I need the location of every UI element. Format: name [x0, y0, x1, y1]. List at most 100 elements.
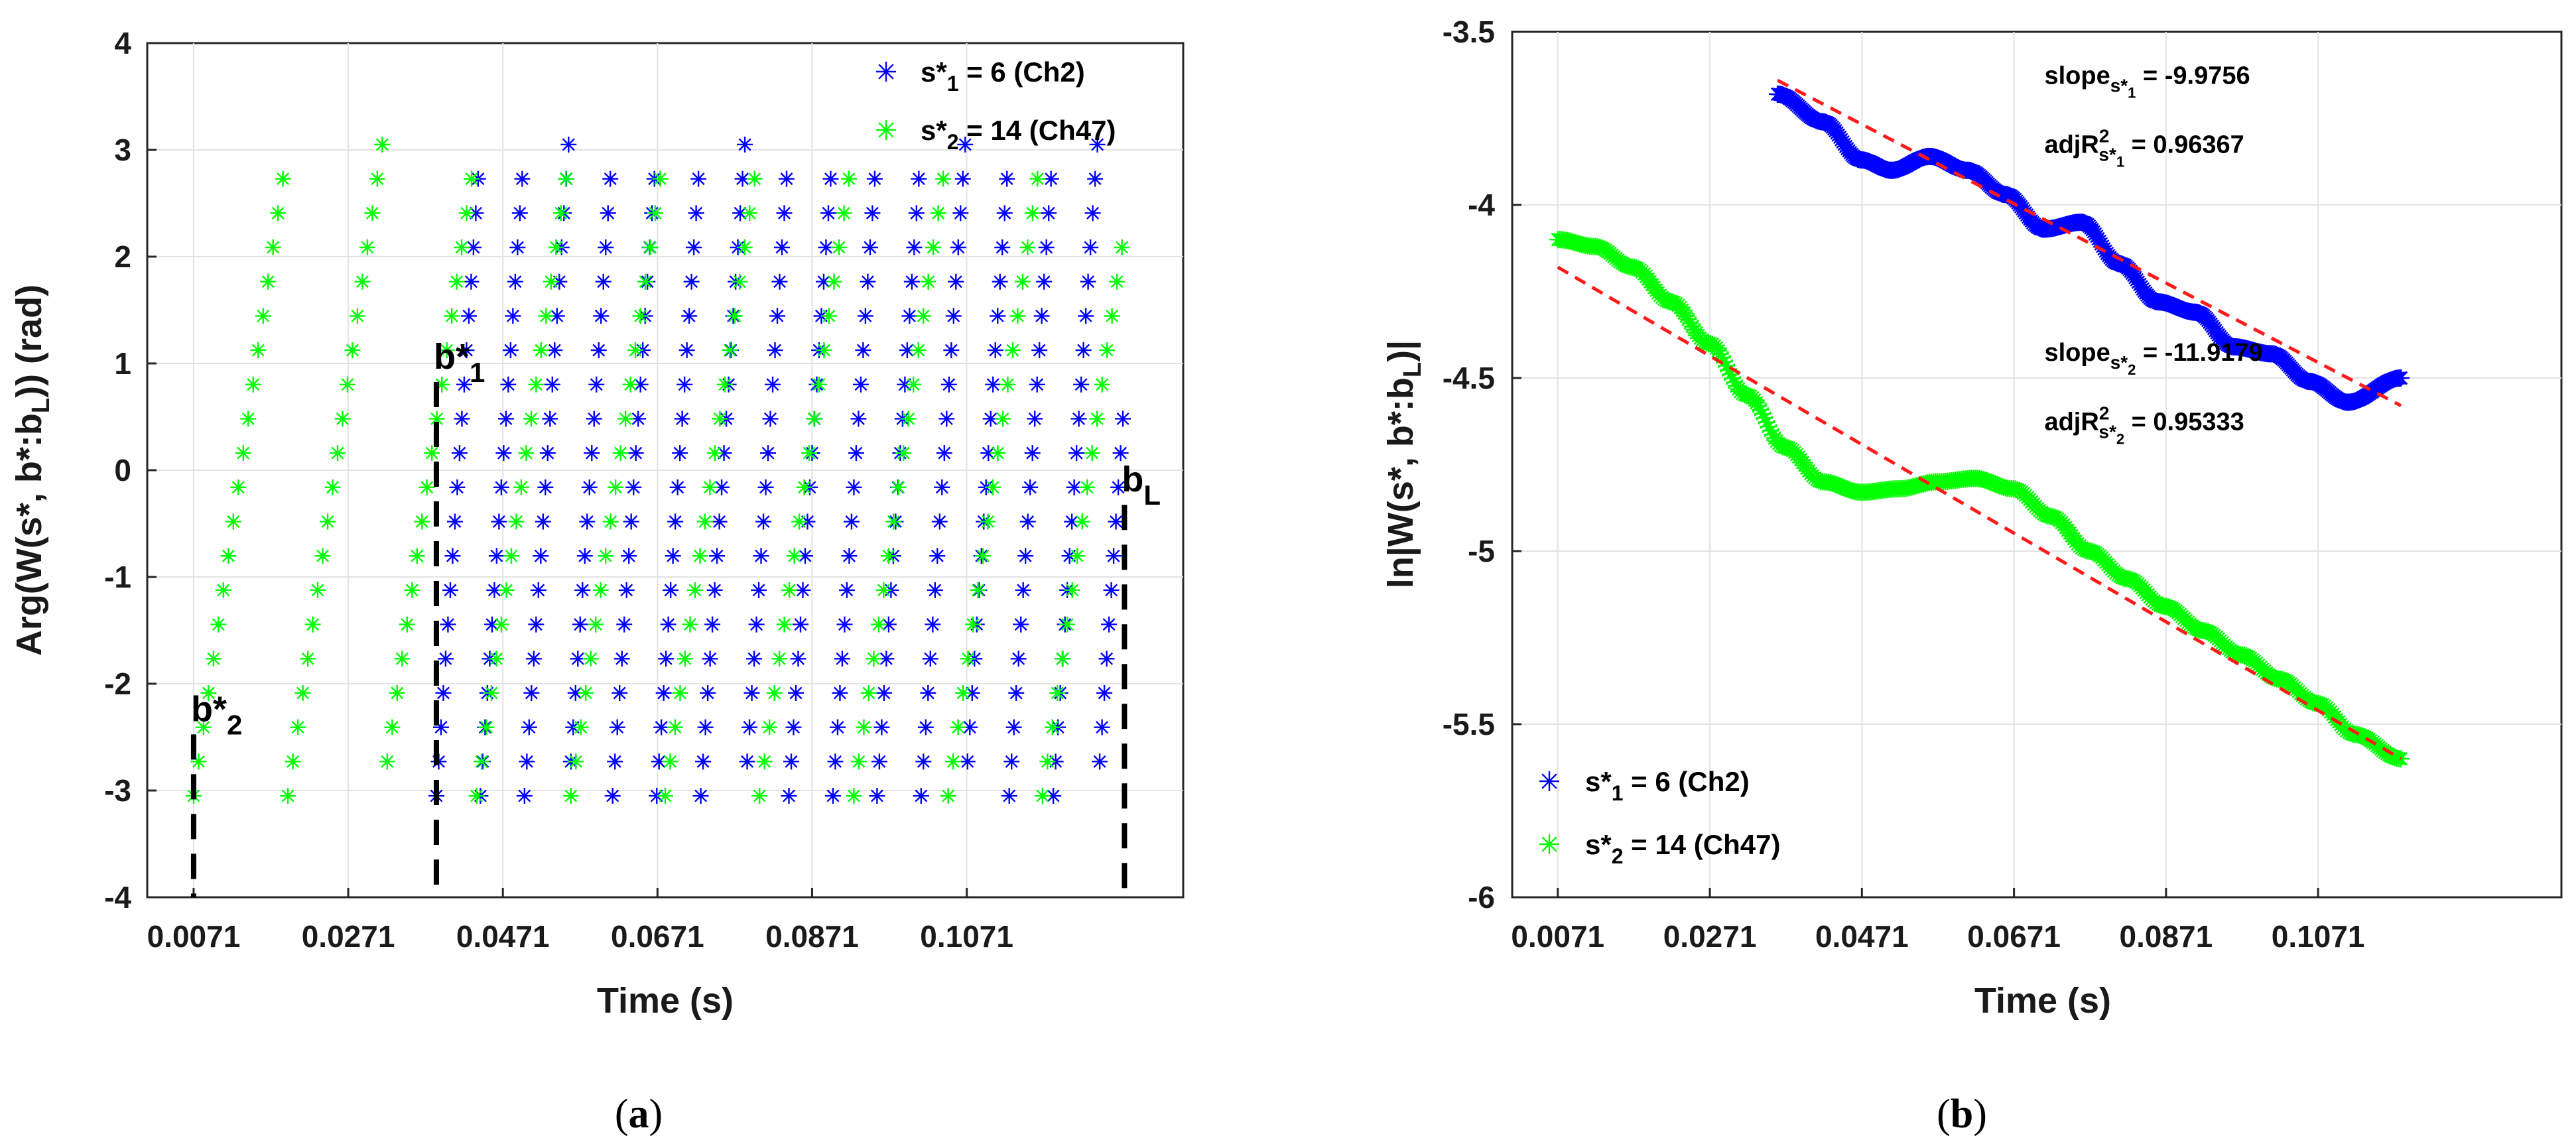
data-point — [737, 136, 753, 153]
data-point — [751, 582, 767, 598]
data-point — [493, 479, 509, 495]
data-point — [570, 651, 586, 667]
data-point — [500, 376, 517, 393]
data-point — [864, 205, 881, 221]
y-label-b-sub: L — [1399, 362, 1427, 377]
data-point — [389, 684, 405, 701]
data-point — [910, 342, 927, 359]
data-point — [560, 136, 577, 153]
data-point — [1038, 239, 1055, 256]
data-point — [503, 548, 519, 564]
series-1-curve — [1769, 85, 2410, 411]
y-label-a-tail: )) (rad) — [9, 284, 49, 398]
data-point — [581, 479, 598, 495]
data-point — [940, 376, 957, 393]
legend-marker — [876, 62, 896, 82]
data-point — [495, 445, 512, 462]
data-point — [913, 788, 929, 804]
data-point — [1092, 753, 1108, 770]
caption-b-letter: b — [1951, 1092, 1973, 1137]
data-point — [593, 308, 610, 324]
data-point — [270, 205, 287, 221]
data-point — [905, 376, 922, 393]
data-point — [791, 513, 808, 530]
data-point — [692, 548, 708, 564]
data-point — [1078, 308, 1094, 324]
data-point — [999, 170, 1015, 187]
data-point — [523, 411, 539, 427]
data-point — [880, 548, 897, 564]
data-point — [712, 411, 728, 427]
data-point — [925, 239, 942, 256]
data-point — [505, 308, 521, 324]
data-point — [613, 651, 630, 667]
caption-b: (b) — [1937, 1092, 1987, 1137]
data-point — [497, 411, 514, 427]
y-tick-label: -4 — [104, 880, 131, 915]
data-point — [682, 616, 698, 633]
data-point — [339, 376, 355, 393]
data-point — [751, 788, 768, 804]
data-point — [911, 170, 927, 187]
data-point — [706, 445, 723, 462]
data-point — [1064, 582, 1080, 598]
data-point — [890, 479, 907, 495]
data-point — [588, 376, 605, 393]
data-point — [428, 411, 445, 427]
data-point — [530, 582, 547, 598]
data-point — [870, 616, 887, 633]
data-point — [818, 239, 834, 256]
data-point — [1005, 719, 1022, 735]
data-point — [980, 445, 997, 462]
data-point — [908, 205, 925, 221]
data-point — [516, 788, 533, 804]
data-point — [692, 788, 709, 804]
data-point — [686, 239, 702, 256]
data-point — [816, 342, 832, 359]
data-point — [454, 239, 470, 256]
x-tick-label: 0.0071 — [1511, 919, 1604, 954]
data-point — [1714, 349, 1731, 367]
legend-entry: s*1 = 6 (Ch2) — [921, 56, 1085, 95]
data-point — [1010, 651, 1027, 667]
y-tick-label: -6 — [1468, 880, 1495, 915]
data-point — [1029, 376, 1045, 393]
data-point — [786, 548, 803, 564]
data-point — [602, 513, 619, 530]
data-point — [511, 205, 528, 221]
data-point — [590, 342, 607, 359]
data-point — [1760, 418, 1777, 436]
data-point — [797, 548, 813, 564]
data-point — [245, 376, 261, 393]
data-point — [1104, 308, 1120, 324]
data-point — [304, 616, 321, 633]
data-point — [1089, 136, 1106, 153]
y-tick-label: 4 — [114, 26, 131, 60]
data-point — [1099, 342, 1116, 359]
data-point — [678, 342, 695, 359]
data-point — [344, 342, 361, 359]
data-point — [535, 513, 551, 530]
data-point — [523, 684, 540, 701]
data-point — [815, 273, 832, 290]
y-label-b-tail: )| — [1381, 340, 1421, 362]
data-point — [1988, 476, 2006, 494]
data-point — [779, 170, 795, 187]
marker-label: bL — [1122, 460, 1161, 511]
data-point — [320, 513, 336, 530]
data-point — [771, 651, 788, 667]
data-point — [547, 342, 563, 359]
data-point — [1718, 357, 1736, 375]
data-point — [1068, 445, 1085, 462]
data-point — [432, 719, 449, 735]
data-point — [1752, 401, 1770, 418]
data-point — [1027, 411, 1043, 427]
grid-a — [147, 43, 1183, 897]
data-point — [225, 513, 241, 530]
data-point — [1748, 394, 1766, 412]
data-point — [1039, 753, 1056, 770]
data-point — [265, 239, 281, 256]
data-point — [215, 582, 231, 598]
data-point — [498, 582, 515, 598]
